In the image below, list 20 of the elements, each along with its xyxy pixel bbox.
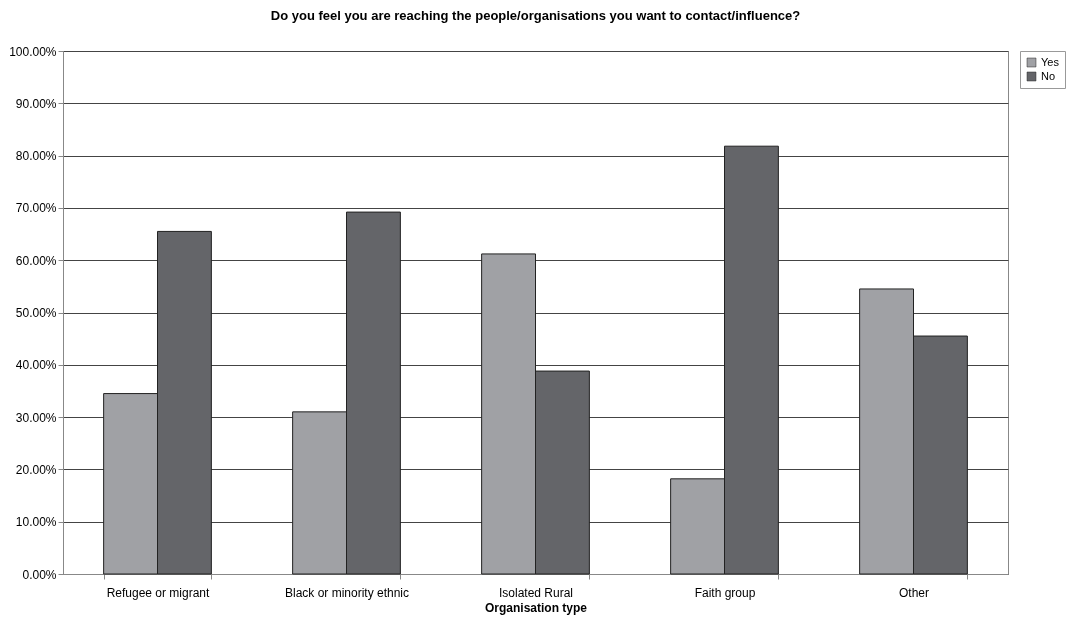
y-tick-label: 10.00% xyxy=(15,515,57,530)
y-tick-label: 100.00% xyxy=(9,44,57,59)
x-tick-label: Isolated Rural xyxy=(498,585,574,600)
y-tick-label: 0.00% xyxy=(22,567,57,582)
y-tick-label: 50.00% xyxy=(15,306,57,320)
x-tick-label: Black or minority ethnic xyxy=(284,585,410,600)
y-tick-label: 70.00% xyxy=(15,201,57,216)
y-tick-label: 90.00% xyxy=(15,96,57,111)
chart-title: Do you feel you are reaching the people/organisations you want to contact/influence? xyxy=(270,8,801,23)
y-tick-label: 60.00% xyxy=(15,253,57,268)
y-tick-label: 40.00% xyxy=(15,358,57,373)
legend-label: No xyxy=(1041,69,1056,82)
x-tick-label: Faith group xyxy=(694,585,756,600)
y-tick-label: 20.00% xyxy=(15,462,57,477)
legend-label: Yes xyxy=(1041,55,1060,68)
x-axis-title: Organisation type xyxy=(484,600,588,615)
y-tick-label: 30.00% xyxy=(15,410,57,425)
x-tick-label: Refugee or migrant xyxy=(106,585,211,600)
x-tick-label: Other xyxy=(898,585,930,600)
y-tick-label: 80.00% xyxy=(15,149,57,164)
